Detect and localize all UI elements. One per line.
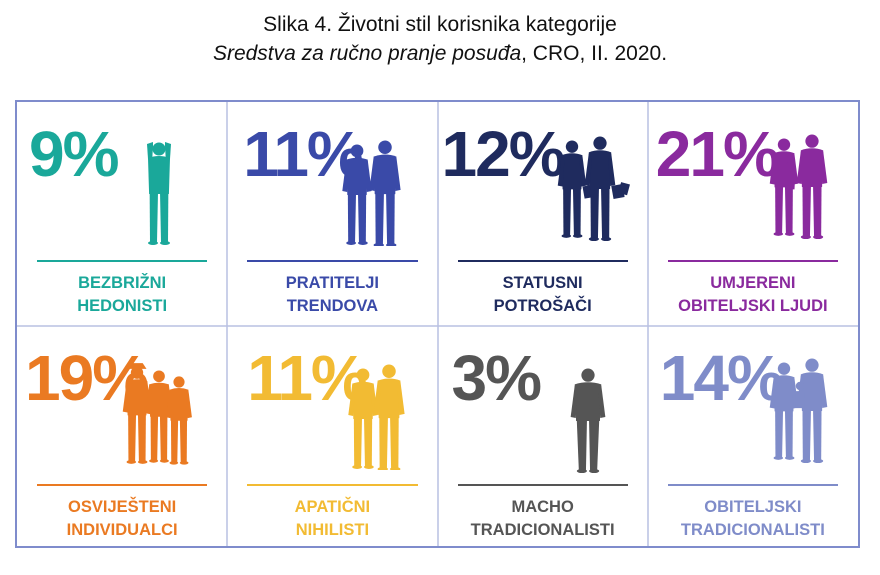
segment-label: OBITELJSKI TRADICIONALISTI bbox=[648, 496, 858, 542]
segment-label-line-1: OBITELJSKI bbox=[704, 498, 802, 516]
chart-title: Slika 4. Životni stil korisnika kategori… bbox=[0, 10, 880, 68]
segment-percentage: 11% bbox=[247, 342, 368, 414]
segment-cell: 19% OSVIJEŠTENI INDIVIDUALCI bbox=[17, 326, 227, 548]
segment-label: MACHO TRADICIONALISTI bbox=[438, 496, 648, 542]
trendy-couple-icon bbox=[342, 140, 401, 246]
segment-label-line-2: POTROŠAČI bbox=[493, 297, 592, 315]
segment-cell: 11% APATIČNI NIHILISTI bbox=[227, 326, 437, 548]
segment-label: BEZBRIŽNI HEDONISTI bbox=[17, 272, 227, 318]
segment-percentage: 11% bbox=[243, 118, 364, 190]
title-suffix: , CRO, II. 2020. bbox=[521, 42, 668, 65]
segment-label-line-1: BEZBRIŽNI bbox=[78, 274, 167, 292]
man-in-suit-icon bbox=[570, 368, 605, 474]
segment-cell: 9% BEZBRIŽNI HEDONISTI bbox=[17, 102, 227, 324]
segment-label-line-1: MACHO bbox=[511, 498, 574, 516]
segment-percentage: 3% bbox=[451, 342, 542, 414]
segment-label-line-2: OBITELJSKI LJUDI bbox=[678, 297, 828, 315]
segment-label-line-1: OSVIJEŠTENI bbox=[68, 498, 177, 516]
segment-divider bbox=[457, 484, 628, 486]
segment-label: STATUSNI POTROŠAČI bbox=[438, 272, 648, 318]
segment-percentage: 9% bbox=[29, 118, 119, 190]
segment-label: OSVIJEŠTENI INDIVIDUALCI bbox=[17, 496, 227, 542]
segment-divider bbox=[667, 260, 838, 262]
segment-cell: 14% OBITELJSKI TRADICIONALISTI bbox=[648, 326, 858, 548]
segment-label-line-2: TRENDOVA bbox=[286, 297, 379, 315]
segment-label-line-2: NIHILISTI bbox=[295, 521, 370, 539]
segment-label: APATIČNI NIHILISTI bbox=[227, 496, 437, 542]
segment-divider bbox=[37, 484, 208, 486]
segment-percentage: 14% bbox=[659, 342, 784, 414]
shopping-couple-icon bbox=[557, 136, 630, 242]
segment-divider bbox=[247, 484, 418, 486]
segment-label: PRATITELJI TRENDOVA bbox=[227, 272, 437, 318]
segments-frame: 9% BEZBRIŽNI HEDONISTI 11% PRATITELJI TRENDOV… bbox=[15, 100, 860, 548]
segment-cell: 21% UMJERENI OBITELJSKI LJUDI bbox=[648, 102, 858, 324]
segment-cell: 11% PRATITELJI TRENDOVA bbox=[227, 102, 437, 324]
segment-label-line-1: PRATITELJI bbox=[285, 274, 379, 292]
title-line-1: Slika 4. Životni stil korisnika kategori… bbox=[263, 13, 617, 36]
segment-percentage: 12% bbox=[441, 118, 566, 190]
segment-divider bbox=[37, 260, 208, 262]
segment-label-line-2: TRADICIONALISTI bbox=[680, 521, 825, 539]
segment-cell: 12% STATUSNI POTROŠAČI bbox=[438, 102, 648, 324]
segment-label-line-1: STATUSNI bbox=[502, 274, 583, 292]
family-icon bbox=[769, 134, 828, 240]
segment-cell: 3% MACHO TRADICIONALISTI bbox=[438, 326, 648, 548]
segment-label-line-1: UMJERENI bbox=[710, 274, 796, 292]
segment-divider bbox=[457, 260, 628, 262]
title-category: Sredstva za ručno pranje posuđa bbox=[212, 42, 522, 65]
segment-label-line-2: INDIVIDUALCI bbox=[66, 521, 178, 539]
relaxed-person-icon bbox=[147, 142, 171, 245]
grid-lines bbox=[17, 102, 858, 546]
segment-label-line-1: APATIČNI bbox=[294, 498, 371, 516]
segment-divider bbox=[667, 484, 838, 486]
segment-divider bbox=[247, 260, 418, 262]
walking-group-icon bbox=[122, 363, 192, 465]
title-line-2: Sredstva za ručno pranje posuđa, CRO, II… bbox=[0, 39, 880, 68]
segment-label-line-2: HEDONISTI bbox=[77, 297, 168, 315]
standing-couple-icon bbox=[348, 364, 405, 470]
segment-percentage: 21% bbox=[655, 118, 780, 190]
segment-label: UMJERENI OBITELJSKI LJUDI bbox=[648, 272, 858, 318]
parents-with-child-icon bbox=[769, 358, 828, 464]
segment-label-line-2: TRADICIONALISTI bbox=[470, 521, 615, 539]
